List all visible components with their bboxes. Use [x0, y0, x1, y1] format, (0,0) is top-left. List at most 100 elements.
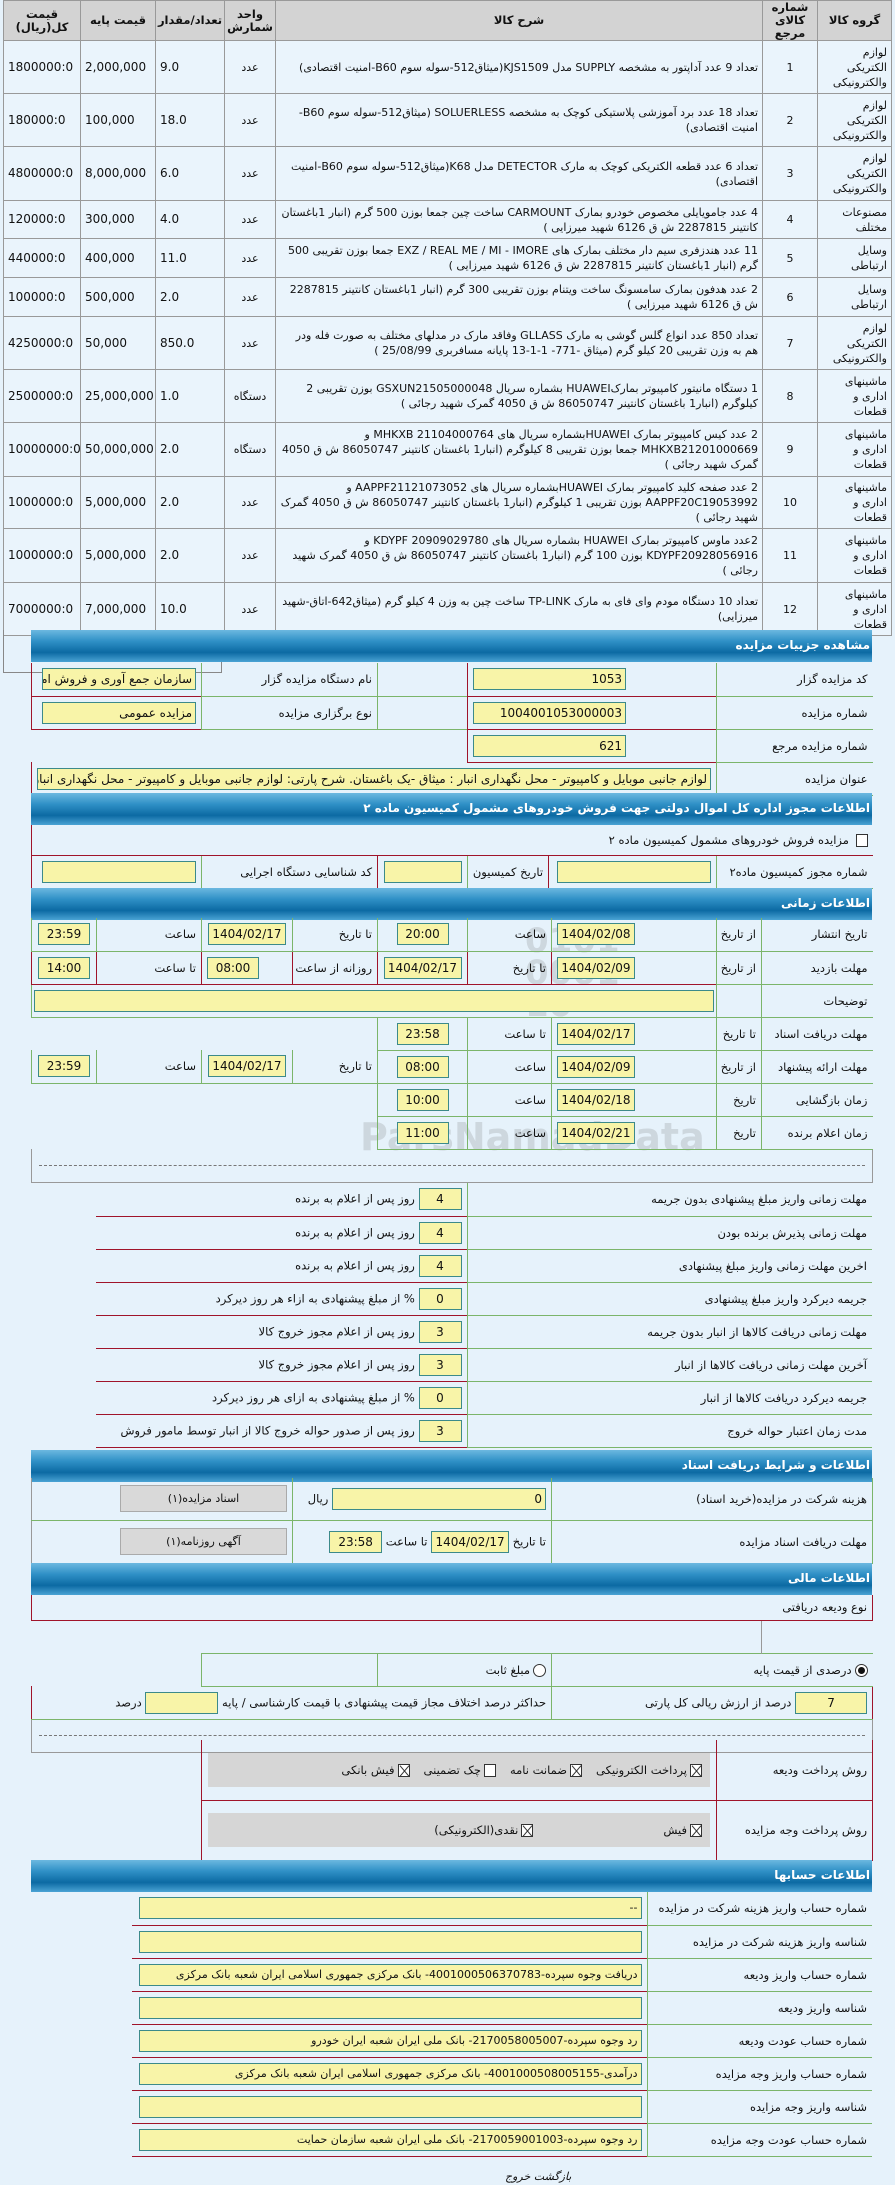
permit-number-field[interactable] — [557, 860, 712, 883]
deadline-value-field[interactable]: 4 — [418, 1188, 462, 1211]
column-header: قیمت پایه — [80, 0, 156, 41]
winner-time[interactable]: 11:00 — [396, 1121, 449, 1144]
fee-field[interactable]: 0 — [332, 1487, 546, 1510]
deadline-label: جریمه دیرکرد دریافت کالاها از انبار — [466, 1381, 872, 1415]
item-total-price: 180000:0 — [3, 93, 81, 147]
commission-checkbox[interactable] — [855, 833, 868, 847]
auction-code-field[interactable]: 1053 — [473, 668, 626, 691]
item-group: ماشینهای اداری و قطعات — [817, 422, 892, 477]
payment-method-option[interactable]: نقدی(الکترونیکی) — [434, 1823, 534, 1837]
label: مهلت دریافت اسناد — [761, 1017, 873, 1051]
payment-method-option[interactable]: پرداخت الکترونیکی — [596, 1763, 702, 1777]
back-link[interactable]: بازگشت — [533, 2170, 572, 2183]
item-quantity: 10.0 — [155, 582, 225, 636]
item-description: تعداد 6 عدد قطعه الکتریکی کوچک به مارک D… — [275, 146, 763, 201]
account-value-field[interactable]: رد وجوه سپرده-2170059001003- بانک ملی ای… — [138, 2128, 642, 2151]
account-value-field[interactable] — [138, 2095, 642, 2118]
deadline-value-field[interactable]: 3 — [418, 1419, 462, 1442]
item-ref: 4 — [762, 200, 818, 239]
deadline-value-field[interactable]: 3 — [418, 1320, 462, 1343]
commission-date-field[interactable] — [384, 860, 463, 883]
docs-deadline-date[interactable]: 1404/02/17 — [431, 1530, 510, 1553]
offer-from-date[interactable]: 1404/02/09 — [557, 1055, 635, 1078]
column-header: واحد شمارش — [224, 0, 276, 41]
publish-to-date[interactable]: 1404/02/17 — [208, 923, 286, 946]
docs-to-time[interactable]: 23:58 — [396, 1022, 449, 1045]
opening-date[interactable]: 1404/02/18 — [557, 1088, 635, 1111]
item-total-price: 4800000:0 — [3, 146, 81, 201]
notes-field[interactable] — [34, 989, 714, 1012]
checkbox-icon[interactable] — [483, 1763, 496, 1777]
account-value-cell: رد وجوه سپرده-2170058005007- بانک ملی ای… — [132, 2024, 648, 2058]
account-value-field[interactable]: دریافت وجوه سپردە-4001000506370783- بانک… — [138, 1963, 642, 1986]
organization-field[interactable]: سازمان جمع آوری و فروش امو — [42, 668, 196, 691]
account-value-field[interactable]: درآمدی-4001000508005155- بانک مرکزی جمهو… — [138, 2062, 642, 2085]
account-row: شماره حساب واریز وجه مزایده درآمدی-400100… — [132, 2057, 872, 2091]
item-quantity: 9.0 — [155, 40, 225, 94]
item-description: 11 عدد هندزفری سیم دار مختلف بمارک های E… — [275, 238, 763, 278]
label: زمان بازگشایی — [761, 1083, 873, 1117]
newspaper-ad-button[interactable]: آگهی روزنامه(۱) — [120, 1528, 287, 1555]
item-ref: 2 — [762, 93, 818, 147]
visit-daily-from[interactable]: 08:00 — [207, 956, 259, 979]
fixed-amount-radio[interactable] — [533, 1663, 547, 1677]
winner-date[interactable]: 1404/02/21 — [557, 1121, 635, 1144]
auction-title-field[interactable]: لوازم جانبی موبایل و کامپیوتر - محل نگهد… — [37, 767, 711, 790]
publish-to-time[interactable]: 23:59 — [38, 923, 90, 946]
checkbox-icon[interactable] — [690, 1824, 702, 1837]
table-row: لوازم الکتریکی والکترونیکی 2 تعداد 18 عدد … — [3, 93, 892, 147]
payment-method-option[interactable]: فیش — [663, 1823, 702, 1837]
deadline-suffix: روز پس از اعلام مجوز خروج کالا — [258, 1324, 415, 1338]
checkbox-icon[interactable] — [570, 1763, 583, 1777]
deadline-value-field[interactable]: 4 — [418, 1221, 462, 1244]
item-group: ماشینهای اداری و قطعات — [817, 582, 892, 636]
item-group: وسایل ارتباطی — [817, 277, 892, 317]
label: ساعت — [467, 918, 552, 952]
label: کد شناسایی دستگاه اجرایی — [201, 855, 378, 889]
label: عنوان مزایده — [716, 762, 873, 796]
deadline-value-cell: 0 % از مبلغ پیشنهادی به ازاء هر روز دیرک… — [96, 1282, 468, 1316]
auction-documents-button[interactable]: اسناد مزایده(۱) — [120, 1485, 287, 1513]
payment-method-option[interactable]: ضمانت نامه — [510, 1763, 583, 1777]
checkbox-icon[interactable] — [397, 1763, 410, 1777]
account-value-field[interactable] — [138, 1930, 642, 1953]
executive-code-field[interactable] — [42, 860, 197, 883]
visit-to-date[interactable]: 1404/02/17 — [383, 956, 462, 979]
payment-method-option[interactable]: فیش بانکی — [341, 1763, 410, 1777]
publish-from-date[interactable]: 1404/02/08 — [557, 923, 635, 946]
offer-from-time[interactable]: 08:00 — [396, 1055, 449, 1078]
deadline-value-field[interactable]: 4 — [418, 1254, 462, 1277]
max-diff-field[interactable] — [145, 1691, 219, 1714]
docs-deadline-time[interactable]: 23:58 — [329, 1530, 383, 1553]
visit-from-date[interactable]: 1404/02/09 — [557, 956, 635, 979]
deadline-value-field[interactable]: 3 — [418, 1353, 462, 1376]
account-value-field[interactable]: -- — [138, 1897, 642, 1920]
label: تا تاریخ — [716, 1017, 762, 1051]
account-label: شماره حساب واریز هزینه شرکت در مزایده — [646, 1892, 872, 1926]
offer-to-date[interactable]: 1404/02/17 — [208, 1055, 286, 1078]
label: از تاریخ — [716, 951, 762, 985]
percent-radio[interactable] — [854, 1663, 868, 1677]
opening-time[interactable]: 10:00 — [396, 1088, 449, 1111]
auction-number-field[interactable]: 1004001053000003 — [473, 701, 626, 724]
deadline-value-field[interactable]: 0 — [418, 1386, 462, 1409]
reference-number-field[interactable]: 621 — [473, 734, 626, 757]
offer-to-time[interactable]: 23:59 — [38, 1055, 90, 1078]
item-unit: عدد — [224, 146, 276, 201]
item-group: وسایل ارتباطی — [817, 238, 892, 278]
publish-from-time[interactable]: 20:00 — [396, 923, 449, 946]
account-value-field[interactable]: رد وجوه سپرده-2170058005007- بانک ملی ای… — [138, 2029, 642, 2052]
account-value-field[interactable] — [138, 1996, 642, 2019]
finance-form: نوع ودیعه دریافتی درصدی از قیمت پایه مبل… — [30, 1595, 874, 1753]
account-row: شناسه واریز وجه مزایده — [132, 2090, 872, 2124]
auction-type-field[interactable]: مزایده عمومی — [42, 701, 196, 724]
deposit-percent-field[interactable]: 7 — [795, 1691, 868, 1714]
deadline-value-field[interactable]: 0 — [418, 1287, 462, 1310]
checkbox-icon[interactable] — [690, 1763, 702, 1777]
docs-to-date[interactable]: 1404/02/17 — [557, 1022, 635, 1045]
option-label: چک تضمینی — [423, 1762, 481, 1777]
checkbox-icon[interactable] — [521, 1824, 534, 1837]
payment-method-option[interactable]: چک تضمینی — [424, 1763, 496, 1777]
exit-link[interactable]: خروج — [505, 2170, 531, 2183]
visit-daily-to[interactable]: 14:00 — [38, 956, 90, 979]
